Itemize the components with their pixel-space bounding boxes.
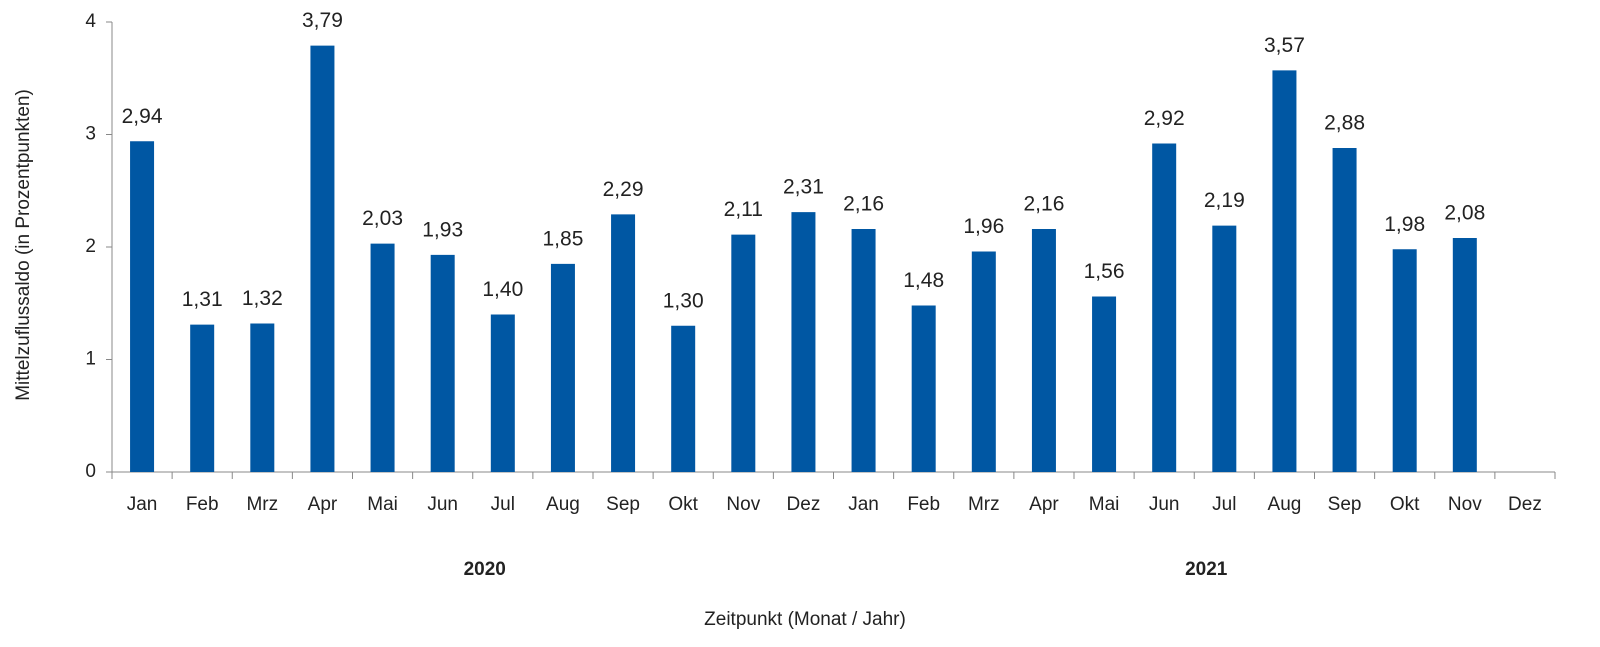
value-label: 2,88: [1324, 112, 1365, 135]
value-label: 3,79: [302, 9, 343, 32]
x-tick-label: Feb: [186, 494, 219, 515]
x-tick-label: Nov: [1448, 494, 1482, 515]
y-tick-label: 3: [85, 124, 96, 145]
y-tick-label: 2: [85, 236, 96, 257]
bar: [1332, 148, 1357, 472]
value-label: 2,16: [843, 193, 884, 216]
value-label: 1,93: [422, 218, 463, 241]
bar: [851, 229, 876, 472]
x-tick-label: Sep: [606, 494, 640, 515]
x-tick-label: Mrz: [968, 494, 1000, 515]
value-label: 1,48: [903, 269, 944, 292]
value-label: 1,30: [663, 289, 704, 312]
bar: [1152, 143, 1177, 472]
x-tick-label: Jun: [427, 494, 458, 515]
x-tick-label: Jul: [1212, 494, 1236, 515]
value-label: 2,11: [724, 198, 763, 221]
bar: [1272, 70, 1297, 472]
bar: [1392, 249, 1417, 472]
value-label: 2,19: [1204, 189, 1245, 212]
value-label: 3,57: [1264, 34, 1305, 57]
x-tick-label: Mrz: [246, 494, 278, 515]
bar: [731, 234, 756, 472]
bar: [671, 325, 696, 472]
bar: [1452, 238, 1477, 472]
value-label: 1,31: [182, 288, 223, 311]
bar: [550, 263, 575, 472]
bar: [1031, 229, 1056, 472]
value-label: 2,92: [1144, 107, 1185, 130]
bar: [1212, 225, 1237, 472]
x-tick-label: Jul: [491, 494, 515, 515]
y-tick-label: 1: [85, 349, 96, 370]
x-tick-label: Feb: [907, 494, 940, 515]
x-tick-label: Jan: [127, 494, 158, 515]
value-label: 1,40: [482, 278, 523, 301]
x-tick-label: Apr: [1029, 494, 1059, 515]
value-label: 2,31: [783, 176, 824, 199]
value-label: 2,29: [603, 178, 644, 201]
x-tick-label: Mai: [367, 494, 398, 515]
y-tick-label: 0: [85, 461, 96, 482]
x-tick-label: Aug: [1268, 494, 1302, 515]
x-tick-label: Jan: [848, 494, 879, 515]
value-label: 1,85: [543, 227, 584, 250]
bar: [911, 305, 936, 472]
y-axis-title: Mittelzuflussaldo (in Prozentpunkten): [13, 89, 34, 401]
x-tick-label: Okt: [668, 494, 698, 515]
x-tick-label: Sep: [1328, 494, 1362, 515]
group-label: 2020: [464, 559, 506, 580]
bar: [971, 251, 996, 472]
bar: [490, 314, 515, 472]
x-tick-label: Dez: [1508, 494, 1542, 515]
bar: [611, 214, 636, 472]
value-label: 2,94: [122, 105, 163, 128]
x-tick-label: Apr: [308, 494, 338, 515]
x-tick-label: Okt: [1390, 494, 1420, 515]
group-label: 2021: [1185, 559, 1228, 580]
x-tick-label: Jun: [1149, 494, 1180, 515]
bar: [430, 254, 455, 472]
bar: [370, 243, 395, 472]
bar: [250, 323, 275, 472]
value-label: 2,03: [362, 207, 403, 230]
value-label: 2,16: [1024, 193, 1065, 216]
value-label: 1,32: [242, 287, 283, 310]
x-tick-label: Mai: [1089, 494, 1120, 515]
x-tick-label: Aug: [546, 494, 580, 515]
bar: [130, 141, 155, 472]
y-tick-label: 4: [85, 11, 96, 32]
value-label: 1,96: [963, 215, 1004, 238]
value-label: 1,56: [1084, 260, 1125, 283]
bar: [1092, 296, 1117, 472]
value-label: 2,08: [1444, 202, 1485, 225]
x-tick-label: Nov: [726, 494, 760, 515]
x-tick-label: Dez: [787, 494, 821, 515]
value-label: 1,98: [1384, 213, 1425, 236]
x-axis-title: Zeitpunkt (Monat / Jahr): [704, 609, 906, 630]
bar: [791, 212, 816, 472]
bar: [310, 45, 335, 472]
bar: [190, 324, 215, 472]
